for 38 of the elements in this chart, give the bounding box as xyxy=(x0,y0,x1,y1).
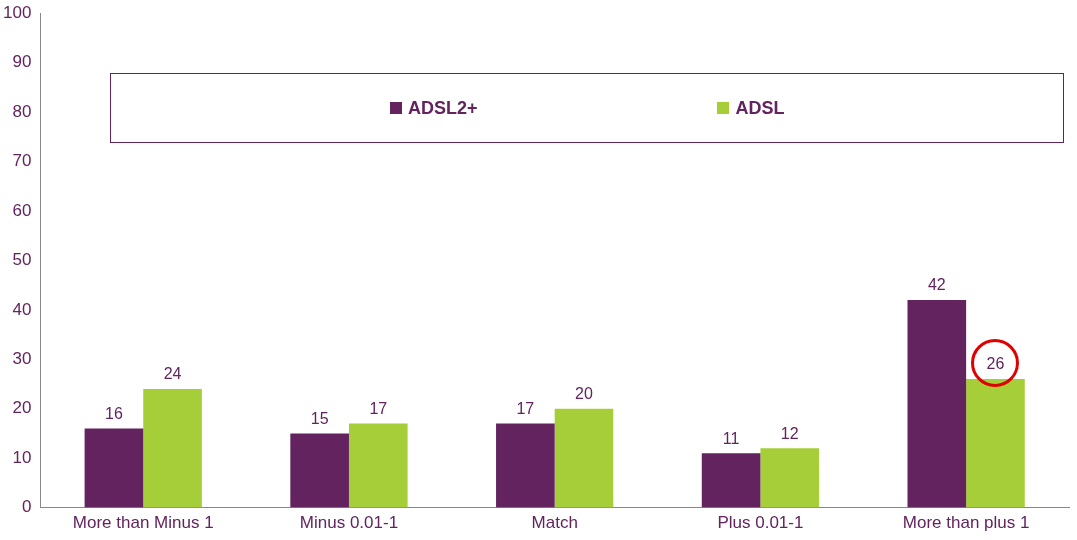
y-tick-label: 70 xyxy=(12,151,32,171)
data-label: 17 xyxy=(369,399,388,417)
bar xyxy=(554,408,614,508)
y-tick-label: 80 xyxy=(12,101,32,121)
data-label: 12 xyxy=(780,424,799,442)
y-tick-label: 30 xyxy=(12,348,32,368)
bar xyxy=(143,388,202,508)
bar xyxy=(907,299,967,508)
x-tick-label: Minus 0.01-1 xyxy=(299,513,399,533)
data-label: 26 xyxy=(986,355,1005,373)
legend-label: ADSL xyxy=(734,97,785,119)
data-label: 17 xyxy=(516,399,535,417)
y-tick-label: 10 xyxy=(12,447,32,467)
y-tick-label: 0 xyxy=(21,497,32,517)
bar xyxy=(84,428,144,508)
data-label: 11 xyxy=(722,429,740,447)
bar xyxy=(701,453,761,508)
data-label: 24 xyxy=(163,365,182,383)
y-tick-label: 100 xyxy=(2,2,32,22)
y-tick-label: 50 xyxy=(12,250,32,270)
y-tick-label: 60 xyxy=(12,200,32,220)
data-label: 42 xyxy=(927,276,946,294)
bar xyxy=(290,433,349,508)
x-tick-label: More than plus 1 xyxy=(902,513,1030,533)
legend-label: ADSL2+ xyxy=(406,97,478,119)
y-tick-label: 20 xyxy=(12,398,32,418)
x-tick-label: More than Minus 1 xyxy=(72,513,214,533)
data-label: 20 xyxy=(575,385,593,403)
y-tick-label: 40 xyxy=(12,299,32,319)
data-label: 16 xyxy=(105,404,123,422)
x-tick-label: Match xyxy=(531,513,578,533)
bar xyxy=(348,423,408,508)
data-label: 15 xyxy=(310,409,329,427)
bar xyxy=(760,448,820,508)
y-tick-label: 90 xyxy=(12,52,32,72)
bar xyxy=(966,379,1025,508)
bar xyxy=(496,423,555,508)
x-tick-label: Plus 0.01-1 xyxy=(717,513,804,533)
